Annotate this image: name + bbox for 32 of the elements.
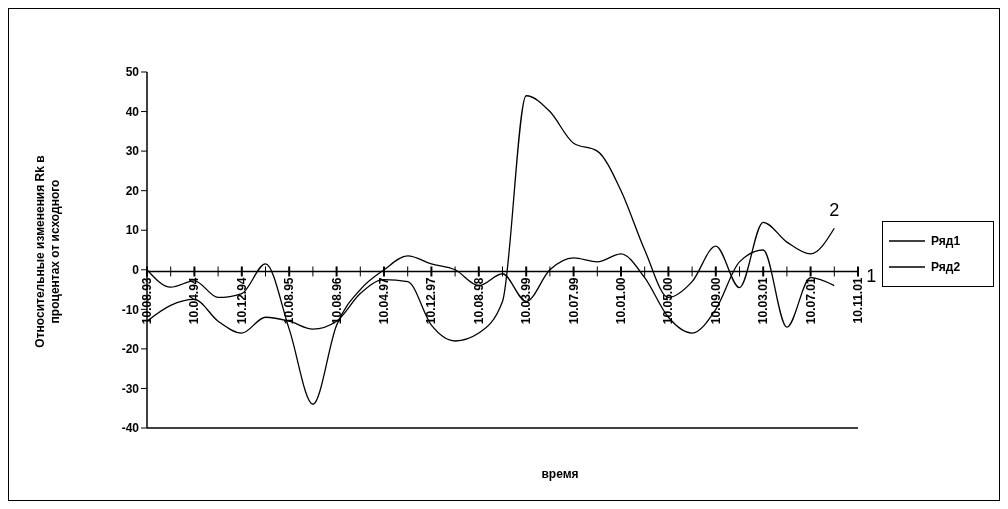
y-axis-title: Относительные изменения Rk в процентах от исходного (33, 155, 62, 348)
x-tick-label: 10.05.00 (661, 277, 676, 325)
y-tick-label: -40 (121, 421, 140, 436)
y-tick-label: 10 (125, 223, 140, 238)
annotation: 2 (829, 200, 840, 221)
y-tick-label: 50 (125, 65, 140, 80)
y-tick-label: 40 (125, 104, 140, 119)
x-tick-label: 10.01.00 (614, 277, 628, 325)
text: 1 (866, 265, 877, 286)
y-tick-label: 0 (132, 263, 140, 278)
x-tick-label: 10.11.01 (851, 277, 865, 324)
x-tick-label: 10.07.01 (803, 277, 818, 325)
x-tick-label: 10.03.01 (756, 277, 771, 325)
x-axis-title: время (541, 467, 579, 481)
x-tick-label: 10.09.00 (708, 277, 723, 325)
x-tick-label: 10.03.99 (519, 277, 534, 325)
x-tick-label: 10.12.94 (234, 277, 249, 325)
x-tick-label: 10.08.93 (140, 277, 154, 325)
y-tick-label: 20 (125, 183, 140, 198)
y-tick-label: 30 (125, 144, 140, 159)
x-tick-label: 10.08.98 (471, 277, 486, 325)
x-tick-label: 10.04.97 (377, 277, 391, 325)
y-tick-label: -30 (121, 381, 140, 396)
legend-label: Ряд2 (931, 260, 961, 274)
x-tick-label: 10.07.99 (566, 277, 581, 325)
y-tick-label: -20 (121, 342, 140, 357)
x-tick-label: 10.08.95 (282, 277, 297, 325)
x-tick-label: 10.08.96 (329, 277, 344, 325)
x-tick-label: 10.12.97 (424, 277, 439, 325)
y-tick-label: -10 (121, 302, 140, 317)
legend-label: Ряд1 (931, 234, 961, 248)
x-tick-label: 10.04.94 (187, 277, 202, 325)
